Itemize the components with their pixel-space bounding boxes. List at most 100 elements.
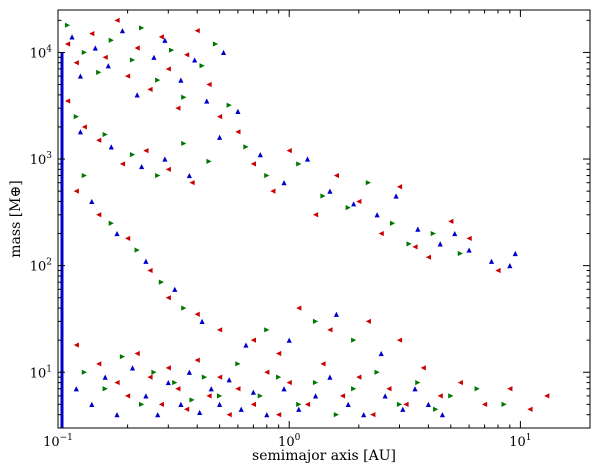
data-point-s2-66 xyxy=(286,337,292,343)
data-point-s1-52 xyxy=(433,406,439,412)
data-point-s2-21 xyxy=(304,156,311,162)
data-point-s1-48 xyxy=(351,386,357,392)
data-point-s1-14 xyxy=(129,152,136,158)
data-point-s2-52 xyxy=(238,406,244,412)
data-point-s2-33 xyxy=(89,198,95,205)
data-point-s0-40 xyxy=(165,295,171,301)
data-point-s1-19 xyxy=(264,172,270,179)
data-point-s2-36 xyxy=(172,286,178,292)
data-point-s2-40 xyxy=(102,374,108,380)
data-point-s2-60 xyxy=(361,412,367,418)
data-point-s0-30 xyxy=(396,184,403,190)
data-point-s1-11 xyxy=(226,102,232,108)
data-point-s2-50 xyxy=(217,401,223,407)
data-point-s1-45 xyxy=(296,401,302,407)
data-point-s1-5 xyxy=(139,25,145,31)
data-point-s2-6 xyxy=(151,54,157,60)
data-point-s1-47 xyxy=(333,412,339,418)
data-point-s1-7 xyxy=(169,47,175,53)
data-point-s0-9 xyxy=(165,66,171,72)
data-point-s1-34 xyxy=(102,386,108,392)
data-point-s2-1 xyxy=(77,73,84,79)
data-point-s2-23 xyxy=(351,201,357,207)
data-point-s1-24 xyxy=(389,220,396,226)
data-point-s0-17 xyxy=(96,137,102,143)
data-point-s0-20 xyxy=(165,166,171,172)
data-point-s0-75 xyxy=(544,393,550,399)
data-point-s2-61 xyxy=(382,393,388,399)
y-axis-label: mass [M⊕] xyxy=(8,180,24,257)
data-point-s0-50 xyxy=(165,365,171,371)
data-point-s0-6 xyxy=(134,45,140,51)
data-point-s2-24 xyxy=(374,212,380,218)
data-point-s2-22 xyxy=(327,188,333,194)
data-point-s1-1 xyxy=(81,49,87,56)
data-point-s0-63 xyxy=(320,361,326,367)
data-point-s0-2 xyxy=(89,31,95,37)
data-point-s2-58 xyxy=(327,374,333,380)
data-point-s0-45 xyxy=(114,379,120,386)
data-point-s2-38 xyxy=(73,386,79,392)
data-point-s0-16 xyxy=(81,124,87,130)
data-point-s0-11 xyxy=(184,52,190,58)
data-point-s1-10 xyxy=(212,41,219,47)
data-point-s1-9 xyxy=(199,63,205,69)
data-point-s0-1 xyxy=(73,60,79,66)
data-point-s2-28 xyxy=(452,230,458,237)
data-point-s1-50 xyxy=(396,401,403,407)
data-points xyxy=(64,17,550,418)
data-point-s0-54 xyxy=(206,393,212,399)
data-point-s1-25 xyxy=(406,241,412,247)
data-point-s1-8 xyxy=(181,94,187,100)
data-point-s1-37 xyxy=(151,369,157,375)
data-point-s0-68 xyxy=(403,401,409,407)
data-point-s2-19 xyxy=(257,152,263,158)
data-point-s2-57 xyxy=(312,393,319,399)
data-point-s1-51 xyxy=(415,379,421,386)
data-point-s2-62 xyxy=(400,406,406,412)
data-point-s0-13 xyxy=(206,81,212,88)
data-point-s0-4 xyxy=(114,17,120,23)
data-point-s0-66 xyxy=(370,412,376,418)
data-point-s1-31 xyxy=(158,279,164,285)
data-point-s0-60 xyxy=(276,412,282,418)
data-point-s2-26 xyxy=(415,226,421,232)
data-point-s0-8 xyxy=(158,34,164,40)
data-point-s2-47 xyxy=(186,369,192,375)
data-point-s2-29 xyxy=(466,247,472,253)
data-point-s2-25 xyxy=(393,193,399,199)
data-point-s1-41 xyxy=(217,393,223,399)
data-point-s1-38 xyxy=(172,379,178,386)
data-point-s2-59 xyxy=(345,401,351,407)
data-point-s1-20 xyxy=(296,161,302,167)
data-point-s0-28 xyxy=(356,198,362,205)
data-point-s0-78 xyxy=(365,318,371,324)
data-point-s0-61 xyxy=(286,379,292,386)
x-axis-label: semimajor axis [AU] xyxy=(252,448,396,464)
data-point-s1-3 xyxy=(108,37,114,43)
data-point-s0-10 xyxy=(175,105,181,111)
data-point-s2-68 xyxy=(378,350,384,357)
data-point-s2-3 xyxy=(105,63,111,69)
data-point-s2-42 xyxy=(129,365,136,371)
data-point-s0-58 xyxy=(250,401,256,407)
data-point-s2-64 xyxy=(425,401,431,407)
data-point-s1-29 xyxy=(108,220,114,226)
data-point-s1-13 xyxy=(102,131,108,138)
data-point-s2-9 xyxy=(192,57,198,63)
data-point-s0-7 xyxy=(147,86,153,92)
data-point-s1-12 xyxy=(73,114,79,120)
data-point-s0-57 xyxy=(235,386,241,392)
data-point-s0-35 xyxy=(495,267,501,274)
data-point-s0-0 xyxy=(64,41,71,47)
data-point-s2-48 xyxy=(197,409,203,416)
data-point-s0-43 xyxy=(73,342,79,348)
data-point-s2-34 xyxy=(114,230,120,237)
data-point-s0-27 xyxy=(333,172,339,179)
data-point-s0-34 xyxy=(466,235,472,242)
data-point-s1-23 xyxy=(365,180,371,186)
data-point-s2-17 xyxy=(186,172,192,179)
data-point-s0-15 xyxy=(64,98,71,104)
